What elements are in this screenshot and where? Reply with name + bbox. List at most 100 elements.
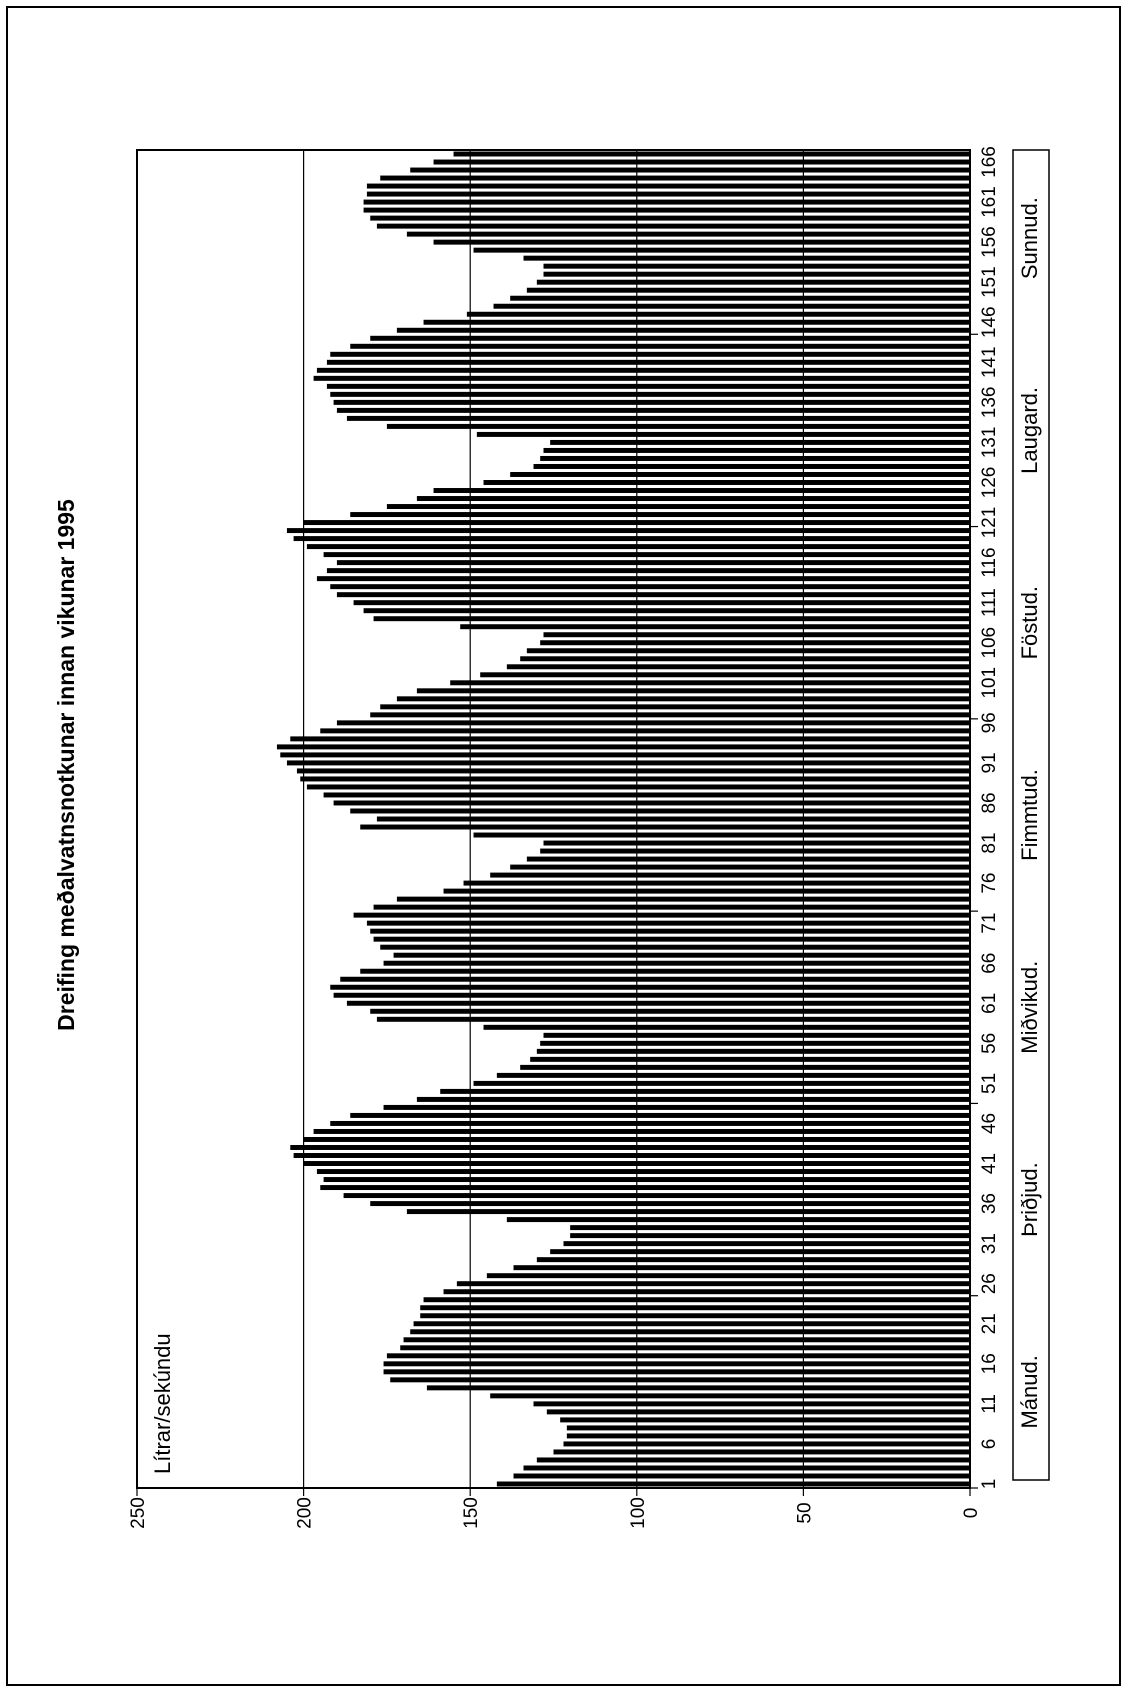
bar [510,472,970,477]
bar [566,1425,970,1431]
bar [480,672,970,678]
bar [563,1441,970,1447]
bar [493,303,970,309]
bar [386,1353,970,1359]
day-label: Föstud. [1017,586,1042,659]
bar [543,271,970,277]
bars [276,151,971,1487]
bar [316,576,971,582]
bar [330,984,971,990]
bar [526,648,970,654]
bar [293,1153,970,1158]
bar [520,656,970,662]
bar [363,608,970,614]
bar [296,768,970,774]
category-tick-label: 36 [979,1193,1000,1214]
bar [293,536,970,542]
bar [423,1297,970,1303]
bar [453,151,970,157]
category-tick-label: 31 [979,1233,1000,1254]
value-tick-label: 0 [961,1508,982,1519]
bar [396,327,970,333]
bar [380,704,971,710]
bar [366,191,971,197]
bar [450,680,970,686]
bar [406,1209,971,1215]
chart-title: Dreifing meðalvatnsnotkunar innan vikuna… [53,499,79,1031]
bar [406,231,971,237]
bar [353,600,971,606]
bar [333,800,970,806]
plot-area [136,149,971,1489]
bar [460,624,970,630]
category-tick-label: 136 [979,387,1000,419]
bar [370,1201,970,1207]
bar [280,752,970,758]
bar [336,407,970,413]
bar [443,888,970,894]
bar [370,928,970,934]
bar [376,816,970,822]
bar [560,1417,970,1423]
bar [326,383,970,389]
bar [360,824,970,830]
axes: 0501001502002501611162126313641465156616… [128,146,1000,1529]
category-tick-label: 76 [979,873,1000,894]
bar [543,447,970,453]
category-tick-label: 141 [979,346,1000,378]
bar [403,1337,970,1343]
category-tick-label: 1 [979,1479,1000,1490]
category-tick-label: 91 [979,752,1000,773]
category-tick-label: 41 [979,1153,1000,1174]
bar [543,1032,970,1038]
category-tick-label: 131 [979,427,1000,459]
category-tick-label: 111 [979,588,1000,617]
bar [433,159,971,165]
bar [486,1273,970,1279]
bar [570,1233,970,1239]
bar [330,351,971,357]
bar [473,247,970,253]
bar [476,431,970,437]
bar [373,904,970,910]
bar [490,872,970,878]
category-tick-label: 161 [979,186,1000,218]
bar [410,1329,970,1335]
bar [390,1377,970,1383]
day-labels: Mánud. Þriðjud. Miðvikud. Fimmtud. Föstud. La… [1017,197,1042,1428]
day-label: Laugard. [1017,387,1042,474]
bar [370,712,970,718]
bar [343,1193,971,1199]
bar [513,1265,970,1271]
bar [526,856,970,862]
bar [336,560,970,566]
bar [540,640,970,646]
bar [420,1313,971,1319]
bar [513,1473,970,1479]
bar [463,880,970,886]
value-tick-label: 250 [128,1497,149,1529]
bar [303,1136,971,1142]
bar [533,463,970,469]
bar [563,1241,970,1247]
bar [346,415,970,421]
category-tick-label: 71 [979,913,1000,934]
bar [290,1145,971,1150]
category-tick-label: 6 [979,1439,1000,1450]
bar [473,832,970,838]
bar [316,1169,971,1175]
bar [383,1104,970,1110]
bar [523,1465,970,1471]
bar [323,1177,970,1183]
category-tick-label: 51 [979,1073,1000,1094]
bar [346,1000,970,1006]
bar [306,784,970,790]
bar [550,439,970,445]
bar [396,696,970,702]
bar [306,544,970,550]
category-tick-label: 146 [979,306,1000,338]
day-label: Þriðjud. [1017,1162,1042,1237]
bar [416,496,970,502]
bar [360,968,970,974]
category-tick-label: 121 [979,507,1000,539]
